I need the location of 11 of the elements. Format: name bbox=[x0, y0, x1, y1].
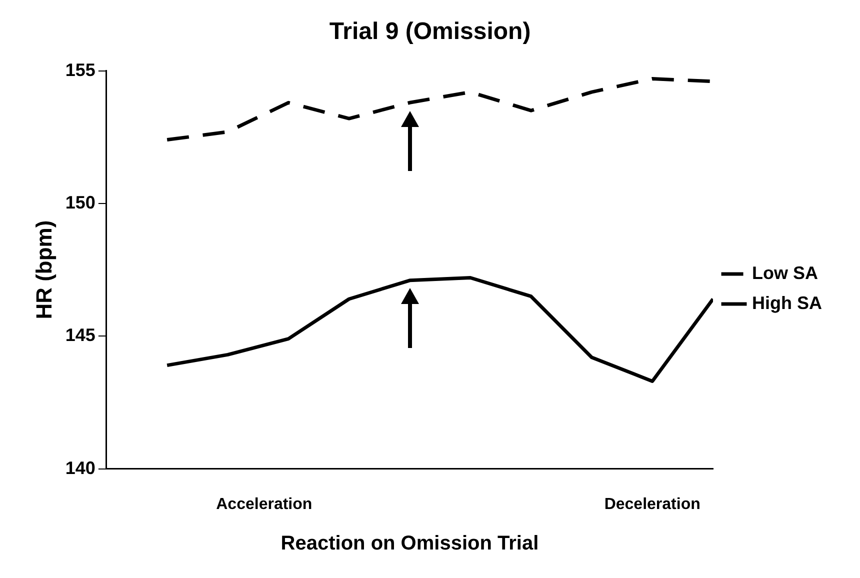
legend-label: High SA bbox=[752, 292, 822, 313]
y-axis-title: HR (bpm) bbox=[31, 220, 56, 320]
legend-label: Low SA bbox=[752, 262, 818, 283]
y-tick-label: 140 bbox=[65, 458, 96, 478]
y-tick-label: 145 bbox=[65, 325, 96, 346]
text: Acceleration bbox=[216, 496, 312, 514]
chart-title: Trial 9 (Omission) bbox=[329, 18, 531, 46]
text: Deceleration bbox=[604, 496, 700, 514]
y-tick-label: 150 bbox=[65, 192, 96, 212]
y-tick-label: 155 bbox=[65, 60, 96, 80]
x-axis-title: Reaction on Omission Trial bbox=[280, 532, 539, 555]
